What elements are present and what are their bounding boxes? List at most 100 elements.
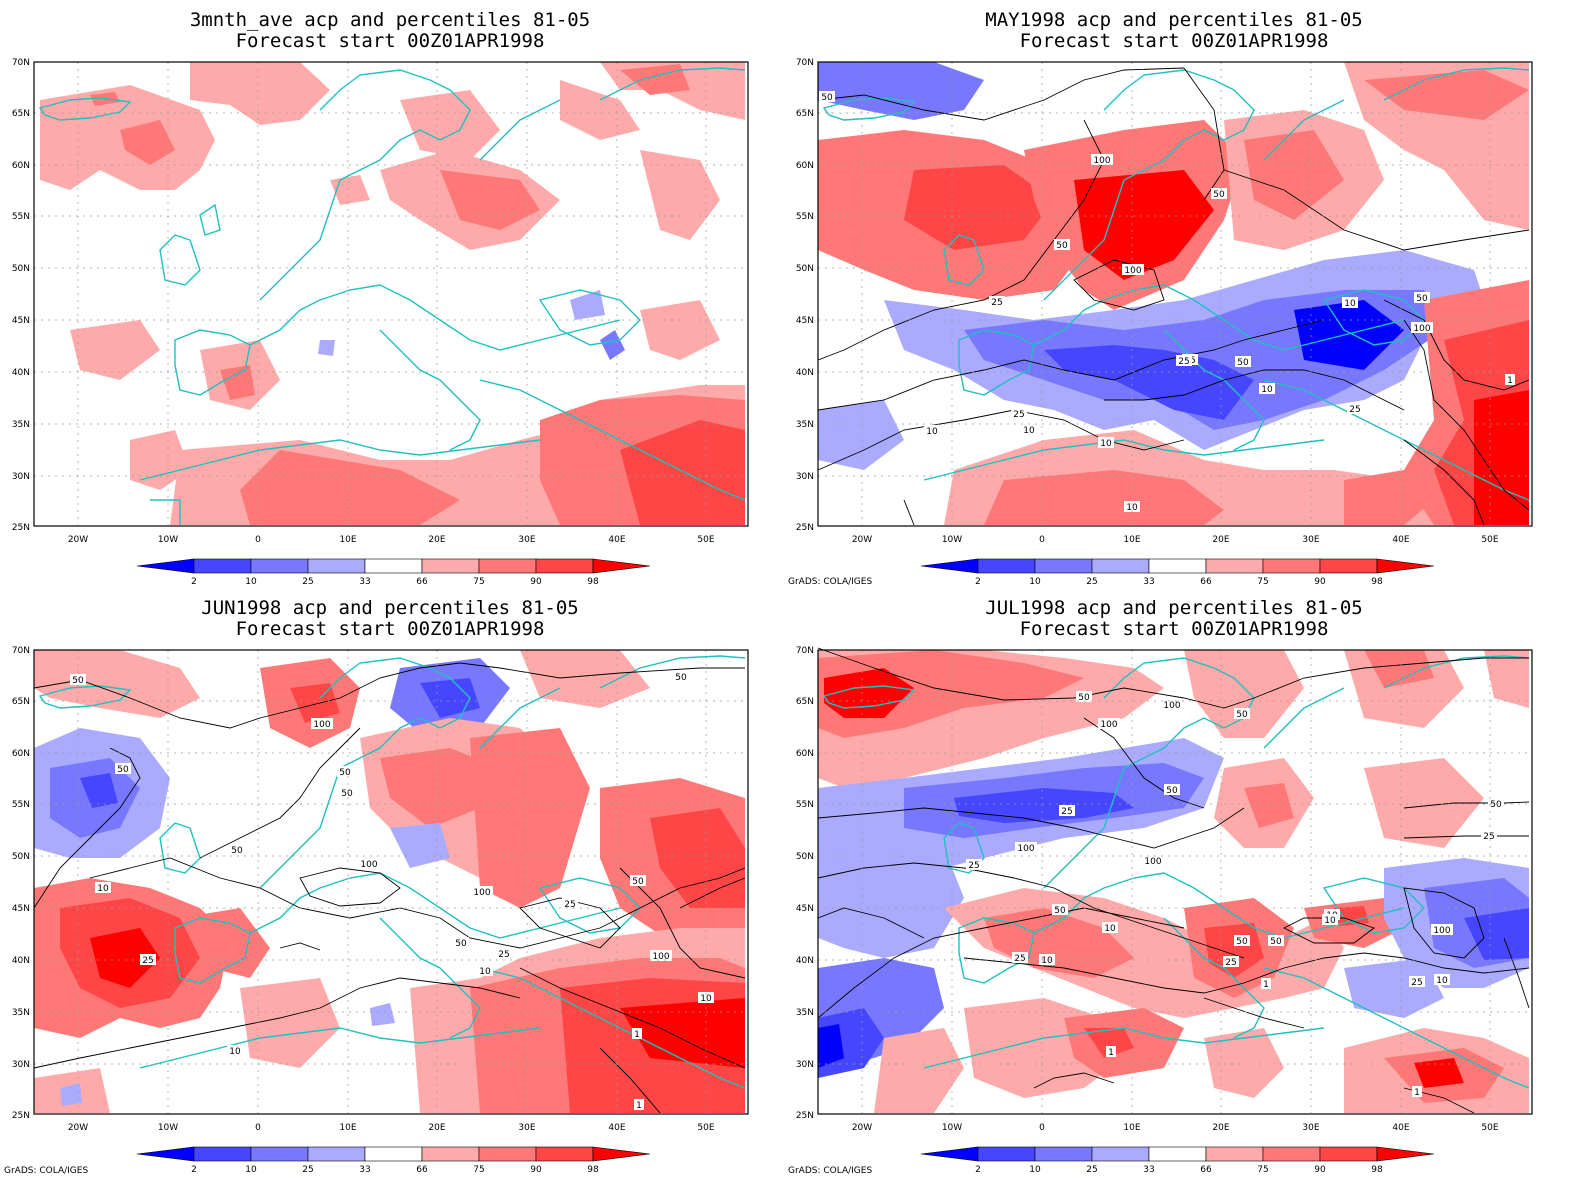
lat-label-60n: 60N (796, 749, 814, 759)
colorbar-swatch (535, 1146, 594, 1162)
colorbar-swatch (1376, 558, 1435, 574)
contour-label-bg (1098, 437, 1114, 448)
contour-labels: 5010050100502550102550100251025101025101… (819, 91, 1515, 513)
colorbar-swatch (1034, 1146, 1093, 1162)
lon-label-10e: 10E (1123, 1123, 1140, 1133)
contour-label-bg (673, 671, 689, 682)
contour-label-bg (115, 763, 131, 774)
lat-label-45n: 45N (12, 904, 30, 914)
lon-label-40e: 40E (1392, 535, 1409, 545)
map-panel-jul1998: JUL1998 acp and percentiles 81-05 Foreca… (784, 588, 1564, 1186)
contour-label-bg (1223, 956, 1239, 967)
panel-title: MAY1998 acp and percentiles 81-05 (985, 9, 1363, 31)
colorbar-swatch (193, 1146, 252, 1162)
lat-label-45n: 45N (796, 316, 814, 326)
contour-label-bg (471, 886, 493, 897)
contour-label: 50 (455, 939, 467, 949)
lat-label-25n: 25N (796, 1111, 814, 1121)
contour-label-bg (1481, 830, 1497, 841)
contour-label: 10 (700, 994, 712, 1004)
lat-label-30n: 30N (796, 472, 814, 482)
lat-label-30n: 30N (12, 1060, 30, 1070)
contour-label-bg (311, 718, 333, 729)
lat-label-65n: 65N (12, 697, 30, 707)
contour-label: 1 (1507, 376, 1513, 386)
panel-title: JUN1998 acp and percentiles 81-05 (201, 597, 579, 619)
colorbar-swatch (1148, 558, 1207, 574)
contour-label: 50 (1236, 710, 1248, 720)
lon-label-40e: 40E (608, 1123, 625, 1133)
colorbar-swatch (1319, 1146, 1378, 1162)
lon-label-10e: 10E (339, 535, 356, 545)
map-panel-may1998: MAY1998 acp and percentiles 81-05 Foreca… (784, 0, 1564, 598)
contour-label-bg (1414, 292, 1430, 303)
lat-label-65n: 65N (796, 697, 814, 707)
contour-label: 100 (313, 720, 330, 730)
lon-label-30e: 30E (1302, 535, 1319, 545)
contour-label-bg (1012, 952, 1028, 963)
lat-label-70n: 70N (12, 58, 30, 68)
panel-subtitle: Forecast start 00Z01APR1998 (235, 30, 545, 52)
contour-label: 10 (1126, 503, 1138, 513)
contour-label-bg (339, 787, 355, 798)
contour-label-bg (1235, 356, 1251, 367)
contour-label: 10 (1100, 439, 1112, 449)
contour-label: 50 (1236, 937, 1248, 947)
lat-label-60n: 60N (12, 161, 30, 171)
lat-label-50n: 50N (796, 852, 814, 862)
colorbar: 2 10 25 33 66 75 90 98 (136, 1146, 651, 1175)
contour-label-bg (1015, 842, 1037, 853)
colorbar-label: 66 (1200, 577, 1212, 587)
contour-label: 100 (652, 952, 669, 962)
colorbar-swatch (1034, 558, 1093, 574)
lat-label-55n: 55N (796, 212, 814, 222)
colorbar-label: 25 (302, 1165, 313, 1175)
contour-label: 10 (97, 884, 109, 894)
colorbar-swatch (1262, 1146, 1321, 1162)
colorbar-label: 98 (587, 1165, 599, 1175)
lat-label-50n: 50N (12, 264, 30, 274)
colorbar-swatch (307, 558, 366, 574)
contour-label-bg (698, 992, 714, 1003)
contour-label-bg (1211, 188, 1227, 199)
contour-label-bg (140, 954, 156, 965)
longitude-labels: 20W 10W 0 10E 20E 30E 40E 50E (852, 535, 1499, 545)
contour-label: 25 (1013, 410, 1024, 420)
colorbar-swatch (977, 1146, 1036, 1162)
contour-label: 10 (479, 967, 491, 977)
lat-label-35n: 35N (12, 420, 30, 430)
lon-label-10w: 10W (158, 535, 178, 545)
colorbar-swatch (421, 558, 480, 574)
colorbar-swatch (1319, 558, 1378, 574)
contour-label-bg (1347, 403, 1363, 414)
anomaly-shading (40, 62, 745, 525)
colorbar-label: 66 (1200, 1165, 1212, 1175)
lat-label-50n: 50N (796, 264, 814, 274)
contour-label-bg (1261, 978, 1271, 989)
colorbar-swatch (136, 558, 195, 574)
lon-label-10w: 10W (942, 1123, 962, 1133)
contour-label-bg (477, 965, 493, 976)
lat-label-35n: 35N (12, 1008, 30, 1018)
contour-label-bg (924, 425, 940, 436)
lat-label-25n: 25N (796, 523, 814, 533)
panel-subtitle: Forecast start 00Z01APR1998 (1019, 618, 1329, 640)
contour-label-bg (1412, 1086, 1422, 1097)
grid (34, 650, 748, 1113)
lat-label-35n: 35N (796, 420, 814, 430)
longitude-labels: 20W 10W 0 10E 20E 30E 40E 50E (68, 1123, 715, 1133)
lon-label-50e: 50E (697, 535, 714, 545)
map-frame (817, 61, 1533, 527)
map-panel-3month: 3mnth_ave acp and percentiles 81-05 Fore… (0, 0, 780, 598)
lat-label-45n: 45N (12, 316, 30, 326)
lat-label-55n: 55N (12, 800, 30, 810)
contour-label: 50 (341, 789, 353, 799)
colorbar-swatch (920, 1146, 979, 1162)
colorbar-swatch (478, 1146, 537, 1162)
contour-label: 25 (1349, 405, 1360, 415)
colorbar-swatch (307, 1146, 366, 1162)
colorbar-label: 10 (1029, 577, 1041, 587)
colorbar-swatch (1091, 558, 1150, 574)
contour-label: 100 (1124, 266, 1141, 276)
colorbar-label: 25 (302, 577, 313, 587)
